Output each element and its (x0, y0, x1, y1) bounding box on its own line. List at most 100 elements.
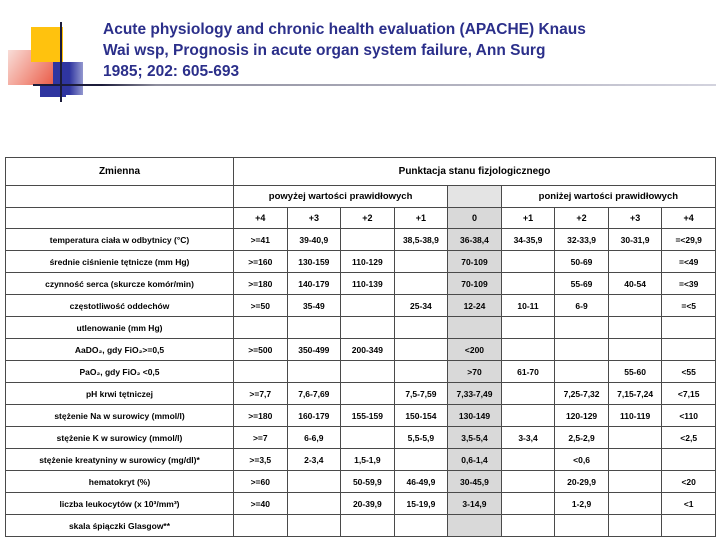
row-label: hematokryt (%) (5, 470, 234, 493)
score-cell: 20-29,9 (554, 470, 609, 493)
score-cell: >=41 (233, 228, 288, 251)
score-cell: <110 (661, 404, 716, 427)
table-row: pH krwi tętniczej >=7,7 7,6-7,69 7,5-7,59 7,… (5, 382, 716, 405)
score-cell (500, 338, 556, 361)
score-cell (233, 514, 288, 537)
score-cell: >=3,5 (233, 448, 288, 471)
title-line-3: 1985; 202: 605-693 (103, 63, 240, 80)
score-cell: 1-2,9 (554, 492, 609, 515)
table-row: stężenie Na w surowicy (mmol/l) >=180 160-… (5, 404, 716, 427)
table-row: czynność serca (skurcze komór/min) >=180 1… (5, 272, 716, 295)
row-label: utlenowanie (mm Hg) (5, 316, 234, 339)
table-row: częstotliwość oddechów >=50 35-49 25-34 12-2… (5, 294, 716, 317)
table-row: stężenie K w surowicy (mmol/l) >=7 6-6,9 5,… (5, 426, 716, 449)
score-cell (500, 316, 556, 339)
score-cell: >=40 (233, 492, 288, 515)
score-cell: 50-69 (554, 250, 609, 273)
score-cell (500, 250, 556, 273)
score-cell: 1,5-1,9 (340, 448, 395, 471)
score-cell: <0,6 (554, 448, 609, 471)
score-cell: 32-33,9 (554, 228, 609, 251)
score-cell: 7,5-7,59 (393, 382, 449, 405)
score-cell (340, 228, 395, 251)
header-zero-spacer-cell (447, 185, 502, 208)
score-cell (233, 316, 288, 339)
score-cell: 6-9 (554, 294, 609, 317)
score-cell (286, 492, 342, 515)
score-header: +2 (340, 207, 395, 229)
score-cell: >=7 (233, 426, 288, 449)
slide-title: Acute physiology and chronic health eval… (103, 19, 707, 82)
score-cell: 160-179 (286, 404, 342, 427)
score-cell: <7,15 (661, 382, 716, 405)
logo-vertical-line (60, 22, 62, 102)
score-cell: >=180 (233, 272, 288, 295)
score-cell: =<29,9 (661, 228, 716, 251)
score-cell: 7,33-7,49 (447, 382, 502, 405)
score-cell (554, 514, 609, 537)
table-row: temperatura ciała w odbytnicy (°C) >=41 39… (5, 228, 716, 251)
score-cell (661, 448, 716, 471)
table-row: liczba leukocytów (x 10³/mm³) >=40 20-39,9… (5, 492, 716, 515)
score-cell: <20 (661, 470, 716, 493)
score-cell: >=180 (233, 404, 288, 427)
score-cell: 200-349 (340, 338, 395, 361)
score-cell: 50-59,9 (340, 470, 395, 493)
score-cell: >=7,7 (233, 382, 288, 405)
score-header: +3 (607, 207, 663, 229)
score-header-zero: 0 (447, 207, 502, 229)
score-cell: =<5 (661, 294, 716, 317)
score-cell: <200 (447, 338, 502, 361)
table-row: AaDO₂, gdy FiO₂>=0,5 >=500 350-499 200-349 <… (5, 338, 716, 361)
score-cell: 39-40,9 (286, 228, 342, 251)
score-cell (607, 338, 663, 361)
row-label: stężenie K w surowicy (mmol/l) (5, 426, 234, 449)
score-cell (393, 272, 449, 295)
score-cell: 3-14,9 (447, 492, 502, 515)
score-header: +4 (661, 207, 716, 229)
score-cell (393, 338, 449, 361)
score-cell (233, 360, 288, 383)
score-cell: >=500 (233, 338, 288, 361)
table-body: temperatura ciała w odbytnicy (°C) >=41 39… (5, 228, 716, 537)
score-cell: 120-129 (554, 404, 609, 427)
title-line-1: Acute physiology and chronic health eval… (103, 21, 586, 38)
logo-yellow-square (31, 27, 63, 62)
row-label: AaDO₂, gdy FiO₂>=0,5 (5, 338, 234, 361)
score-header: +4 (233, 207, 288, 229)
score-header: +3 (286, 207, 342, 229)
title-underline (33, 84, 716, 86)
table-row: PaO₂, gdy FiO₂ <0,5 >70 61-70 55-60 <55 (5, 360, 716, 383)
column-header-scoring: Punktacja stanu fizjologicznego (233, 157, 716, 186)
score-cell: 55-60 (607, 360, 663, 383)
score-cell (393, 448, 449, 471)
score-cell: 2,5-2,9 (554, 426, 609, 449)
score-cell: 6-6,9 (286, 426, 342, 449)
score-cell (393, 514, 449, 537)
score-cell: 61-70 (500, 360, 556, 383)
score-cell: 55-69 (554, 272, 609, 295)
score-cell (393, 360, 449, 383)
score-cell (500, 514, 556, 537)
score-cell: 155-159 (340, 404, 395, 427)
header-spacer-cell (5, 207, 234, 229)
score-cell (661, 338, 716, 361)
score-header: +1 (500, 207, 556, 229)
score-cell: 7,6-7,69 (286, 382, 342, 405)
score-cell (500, 470, 556, 493)
score-cell: 7,25-7,32 (554, 382, 609, 405)
score-cell (661, 316, 716, 339)
score-cell (500, 404, 556, 427)
score-cell: =<49 (661, 250, 716, 273)
score-cell: =<39 (661, 272, 716, 295)
score-cell: >70 (447, 360, 502, 383)
score-cell: 7,15-7,24 (607, 382, 663, 405)
score-cell (607, 250, 663, 273)
score-cell (554, 360, 609, 383)
table-row: stężenie kreatyniny w surowicy (mg/dl)* >… (5, 448, 716, 471)
score-cell: 110-139 (340, 272, 395, 295)
table-row: średnie ciśnienie tętnicze (mm Hg) >=160 1… (5, 250, 716, 273)
score-cell: >=160 (233, 250, 288, 273)
row-label: czynność serca (skurcze komór/min) (5, 272, 234, 295)
row-label: liczba leukocytów (x 10³/mm³) (5, 492, 234, 515)
